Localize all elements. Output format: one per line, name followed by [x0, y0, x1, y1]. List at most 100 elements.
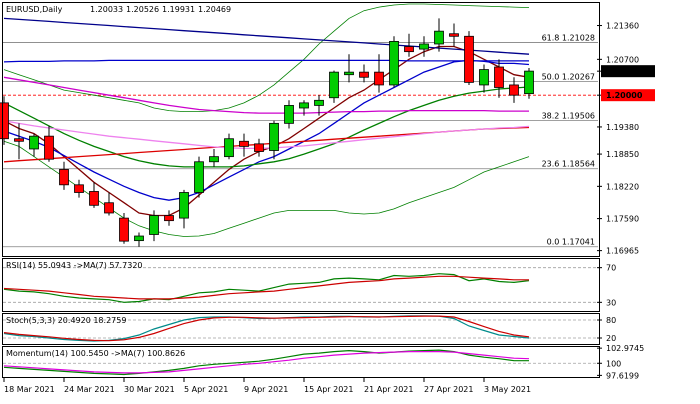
candle-body-5 — [74, 184, 84, 193]
current-price-label: 1.20469 — [606, 67, 643, 76]
main-panel-frame — [2, 2, 600, 257]
moving-average-line-1 — [3, 59, 530, 201]
candle-body-23 — [344, 71, 354, 76]
rsi-tick-label-0: 70 — [606, 264, 616, 273]
candle-body-17 — [254, 143, 264, 152]
moving-average-line-2 — [3, 86, 530, 168]
candle-body-22 — [329, 71, 339, 99]
candle-body-15 — [224, 138, 234, 158]
stoch-series-1 — [3, 315, 530, 342]
price-tick-label-0: 1.21360 — [606, 22, 639, 31]
header-value-open: 1.20033 — [90, 5, 123, 14]
candle-body-13 — [194, 161, 204, 193]
date-label-4: 9 Apr 2021 — [244, 385, 288, 394]
candle-body-31 — [464, 35, 474, 83]
candle-body-21 — [314, 99, 324, 106]
axis-layer: 1.21360 1.20700 1.20469 1.20000 1.19380 1.188… — [3, 22, 655, 394]
candle-body-11 — [164, 215, 174, 222]
fibonacci-layer: 61.8 1.21028 50.0 1.20267 38.2 1.19506 23.6… — [3, 34, 598, 248]
stoch-header: Stoch(5,3,3) 20.4920 18.2759 — [6, 316, 126, 325]
rsi-series-0 — [3, 273, 530, 303]
candle-body-4 — [59, 169, 69, 186]
date-label-5: 15 Apr 2021 — [304, 385, 353, 394]
candle-body-9 — [134, 235, 144, 242]
subpanels-layer: RSI(14) 55.0943 ->MA(7) 57.7320 Stoch(5,3… — [3, 261, 599, 376]
candle-body-24 — [359, 71, 369, 78]
moving-average-line-6 — [3, 17, 530, 55]
candle-body-26 — [389, 41, 399, 86]
rsi-series-1 — [3, 275, 529, 300]
stoch-tick-label-1: 20 — [606, 334, 616, 343]
candle-body-10 — [149, 215, 159, 235]
price-tick-label-6: 1.18220 — [606, 182, 639, 191]
candle-body-30 — [449, 33, 459, 37]
momentum-tick-label-1: 100 — [606, 359, 621, 368]
momentum-tick-label-2: 97.6199 — [606, 371, 639, 380]
price-tick-label-7: 1.17590 — [606, 215, 639, 224]
moving-average-line-5 — [3, 120, 530, 150]
level-marker-badge — [601, 89, 655, 102]
candle-body-7 — [104, 202, 114, 214]
fib-label-1: 50.0 1.20267 — [542, 73, 595, 82]
date-label-7: 27 Apr 2021 — [424, 385, 473, 394]
fib-label-4: 0.0 1.17041 — [547, 238, 595, 247]
date-label-2: 30 Mar 2021 — [124, 385, 175, 394]
momentum-header: Momentum(14) 100.5450 ->MA(7) 100.8626 — [6, 349, 185, 358]
bollinger-upper-line — [3, 3, 530, 112]
level-marker-label: 1.20000 — [606, 91, 643, 100]
moving-average-line-3 — [3, 76, 529, 114]
chart-title: EURUSD,Daily — [6, 5, 63, 14]
date-label-6: 21 Apr 2021 — [364, 385, 413, 394]
date-label-0: 18 Mar 2021 — [4, 385, 55, 394]
candle-body-12 — [179, 192, 189, 219]
price-tick-label-8: 1.16965 — [606, 247, 639, 256]
candle-body-20 — [299, 102, 309, 109]
date-label-1: 24 Mar 2021 — [64, 385, 115, 394]
price-tick-label-4: 1.19380 — [606, 123, 639, 132]
rsi-header: RSI(14) 55.0943 ->MA(7) 57.7320 — [6, 261, 143, 270]
candle-body-29 — [434, 30, 444, 45]
candle-body-6 — [89, 191, 99, 206]
candle-body-28 — [419, 43, 429, 50]
candle-body-32 — [479, 69, 489, 86]
date-label-3: 5 Apr 2021 — [184, 385, 228, 394]
candle-body-34 — [509, 84, 519, 96]
stoch-panel-frame — [2, 313, 600, 345]
fib-label-3: 23.6 1.18564 — [542, 160, 595, 169]
candle-body-2 — [29, 135, 39, 150]
fib-label-2: 38.2 1.19506 — [542, 111, 595, 120]
candle-body-0 — [0, 102, 9, 140]
date-label-8: 3 May 2021 — [484, 385, 531, 394]
moving-average-line-0 — [3, 45, 530, 217]
header-layer: EURUSD,Daily 1.20033 1.20526 1.19931 1.2… — [6, 5, 231, 14]
candle-body-8 — [119, 217, 129, 242]
current-price-badge — [601, 65, 655, 78]
price-tick-label-5: 1.18850 — [606, 150, 639, 159]
candle-body-16 — [239, 140, 249, 147]
stoch-tick-label-0: 80 — [606, 316, 616, 325]
momentum-series-1 — [3, 351, 530, 374]
candle-body-27 — [404, 46, 414, 53]
moving-averages-layer — [3, 17, 530, 217]
frames-layer — [2, 2, 600, 378]
price-tick-label-1: 1.20700 — [606, 55, 639, 64]
candle-body-3 — [44, 135, 54, 160]
candle-body-14 — [209, 156, 219, 163]
candle-body-18 — [269, 122, 279, 151]
fib-label-0: 61.8 1.21028 — [542, 34, 595, 43]
candle-body-19 — [284, 105, 294, 124]
candle-body-33 — [494, 66, 504, 88]
header-value-high: 1.20526 — [126, 5, 159, 14]
moving-average-line-7 — [3, 59, 529, 63]
momentum-tick-label-0: 102.9745 — [606, 344, 644, 353]
candle-body-25 — [374, 71, 384, 86]
momentum-panel-frame — [2, 346, 600, 378]
candle-body-35 — [524, 70, 534, 95]
rsi-panel-frame — [2, 258, 600, 312]
rsi-tick-label-1: 30 — [606, 298, 616, 307]
header-value-close: 1.20469 — [198, 5, 231, 14]
momentum-series-0 — [3, 349, 529, 376]
header-value-low: 1.19931 — [162, 5, 195, 14]
